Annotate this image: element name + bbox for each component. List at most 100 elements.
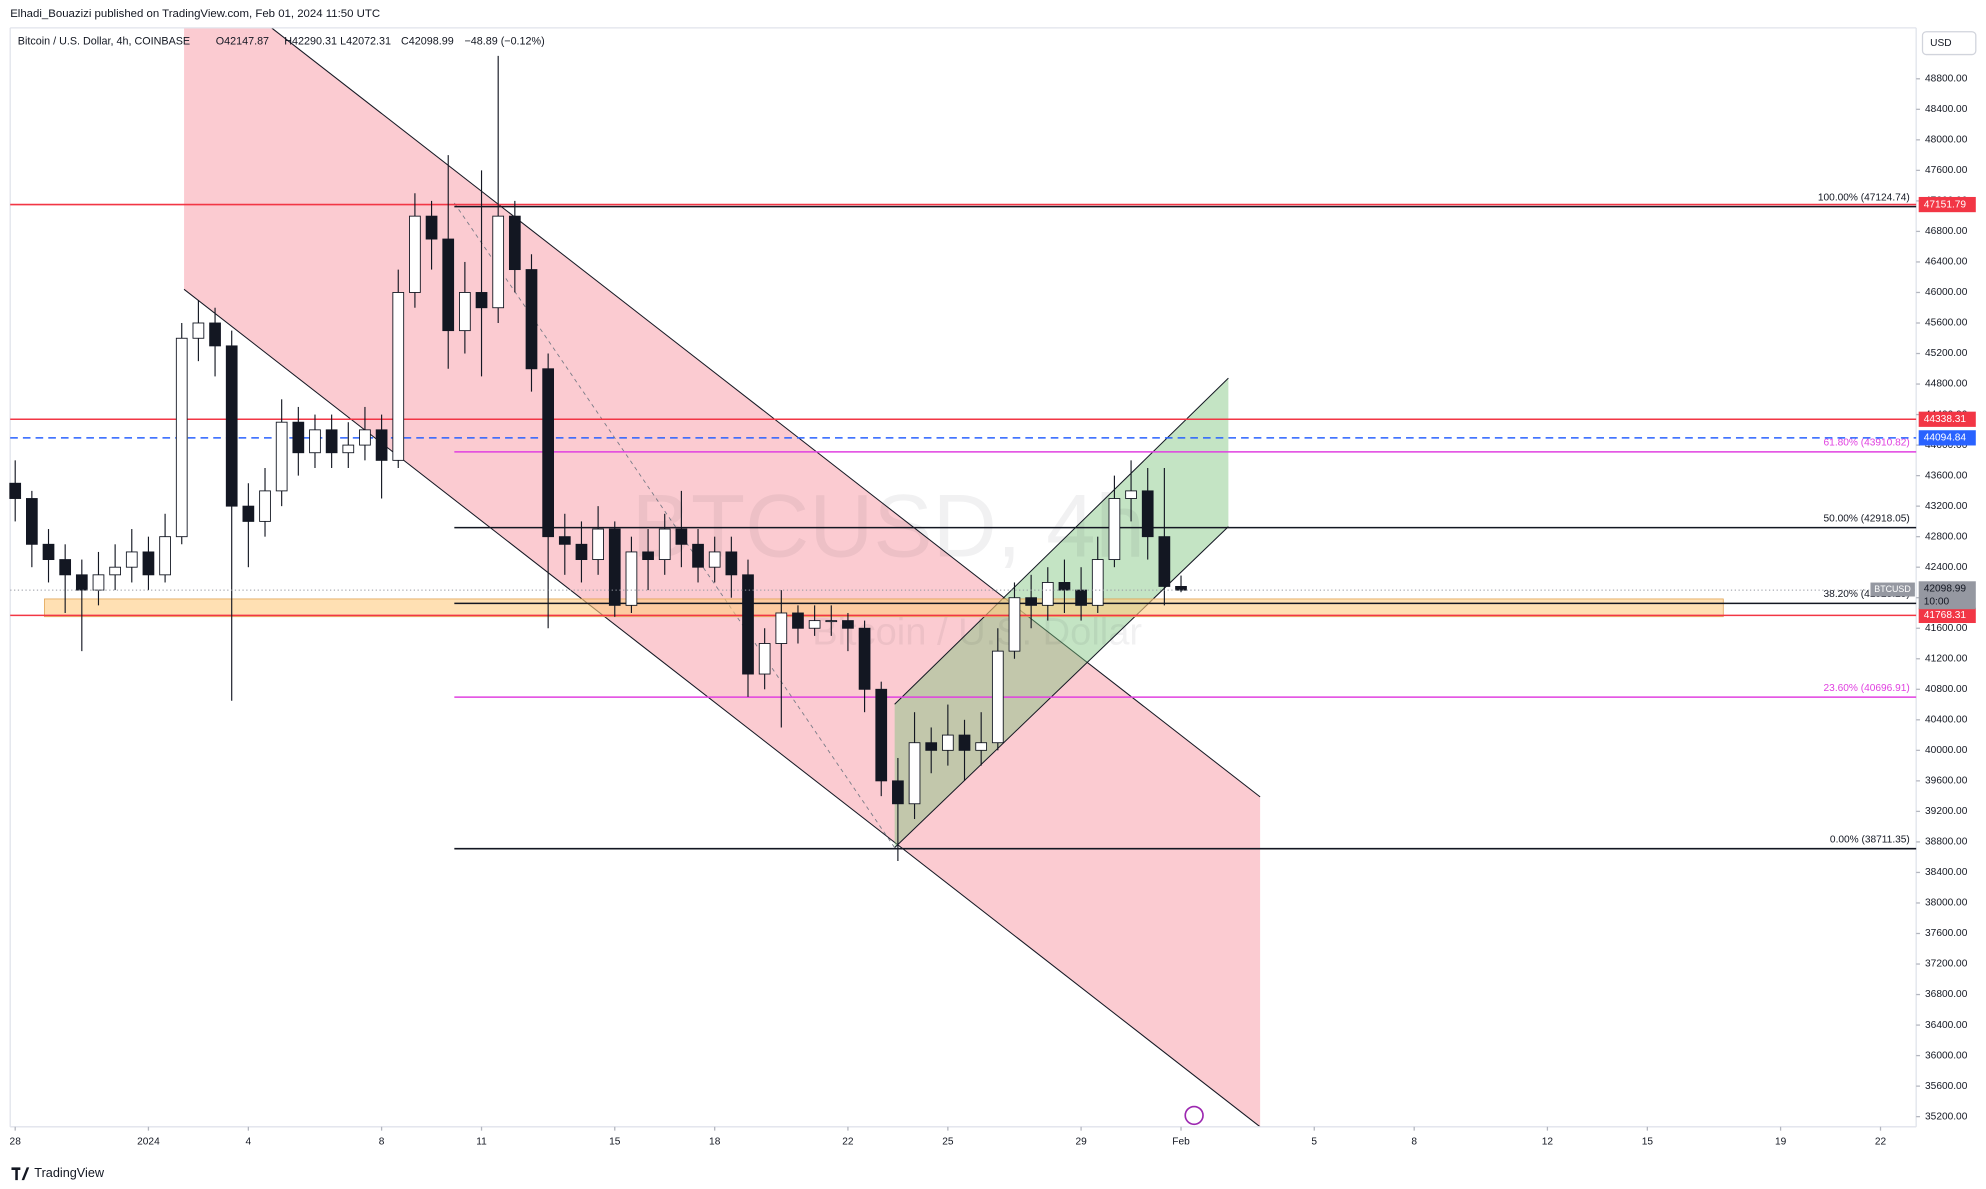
price-tag-label: 44094.84 bbox=[1924, 433, 1967, 444]
y-tick-label: 42800.00 bbox=[1925, 531, 1968, 542]
candle-body bbox=[875, 688, 888, 782]
x-tick-label: 15 bbox=[609, 1137, 621, 1148]
y-tick-label: 39600.00 bbox=[1925, 776, 1968, 787]
y-tick-label: 43600.00 bbox=[1925, 470, 1968, 481]
y-tick-label: 36800.00 bbox=[1925, 989, 1968, 1000]
fib-label: 0.00% (38711.35) bbox=[1830, 834, 1910, 845]
currency-button[interactable] bbox=[1921, 31, 1977, 56]
candle-body bbox=[542, 368, 555, 538]
x-tick-label: 19 bbox=[1775, 1137, 1787, 1148]
candle-body bbox=[525, 269, 538, 370]
candle-body bbox=[1141, 490, 1154, 538]
ohlc-high: H42290.31 bbox=[284, 36, 337, 48]
candle-body bbox=[1041, 582, 1054, 606]
candle-body bbox=[259, 490, 271, 522]
y-tick-label: 36400.00 bbox=[1925, 1020, 1968, 1031]
candle-body bbox=[775, 612, 788, 644]
last-price-time: 10:00 bbox=[1924, 596, 1950, 607]
candle-body bbox=[275, 421, 288, 492]
y-tick-label: 48400.00 bbox=[1925, 104, 1968, 115]
candle-body bbox=[125, 551, 138, 568]
candle-body bbox=[942, 734, 954, 751]
watermark: BTCUSD, 4h bbox=[632, 476, 1145, 575]
candle-body bbox=[492, 215, 505, 309]
asc-upper bbox=[894, 377, 1229, 705]
candle-body bbox=[175, 337, 188, 538]
candle-body bbox=[475, 292, 488, 309]
x-tick-label: 28 bbox=[10, 1137, 22, 1148]
logo bbox=[11, 1167, 30, 1181]
candle-body bbox=[592, 528, 604, 561]
candle-body bbox=[459, 292, 471, 332]
footer-brand: TradingView bbox=[34, 1166, 105, 1180]
candle-body bbox=[1008, 597, 1021, 652]
channel-lower bbox=[183, 288, 1261, 1128]
price-tag-label: 41768.31 bbox=[1924, 610, 1967, 621]
candle-body bbox=[991, 650, 1004, 744]
price-tag bbox=[1918, 607, 1976, 624]
y-tick-label: 48000.00 bbox=[1925, 135, 1968, 146]
y-tick-label: 38000.00 bbox=[1925, 898, 1968, 909]
candle-body bbox=[1075, 589, 1087, 606]
y-tick-label: 46000.00 bbox=[1925, 287, 1968, 298]
y-tick-label: 42400.00 bbox=[1925, 562, 1968, 573]
y-tick-label: 45600.00 bbox=[1925, 318, 1968, 329]
symbol-title: Bitcoin / U.S. Dollar, 4h, COINBASE bbox=[18, 36, 190, 48]
fib-label: 100.00% (47124.74) bbox=[1818, 192, 1910, 203]
last-price-tag bbox=[1918, 581, 1976, 610]
candle-body bbox=[558, 536, 571, 545]
candle-body bbox=[292, 421, 305, 454]
y-tick-label: 41200.00 bbox=[1925, 653, 1968, 664]
x-tick-label: 12 bbox=[1542, 1137, 1554, 1148]
candle-body bbox=[925, 742, 938, 751]
ohlc-change: −48.89 (−0.12%) bbox=[464, 36, 544, 48]
x-tick-label: Feb bbox=[1172, 1137, 1190, 1148]
y-tick-label: 35600.00 bbox=[1925, 1081, 1968, 1092]
candle-body bbox=[758, 643, 771, 675]
candle-body bbox=[42, 543, 55, 561]
candle-body bbox=[1175, 585, 1187, 591]
asc-lower bbox=[894, 526, 1229, 849]
candle-body bbox=[608, 528, 621, 606]
candle-body bbox=[159, 536, 171, 576]
symbol-tag bbox=[1870, 582, 1915, 597]
candle-body bbox=[858, 627, 871, 690]
price-tag bbox=[1918, 411, 1976, 427]
candle-body bbox=[508, 215, 521, 271]
x-tick-label: 22 bbox=[842, 1137, 854, 1148]
ohlc-low: L42072.31 bbox=[340, 36, 391, 48]
y-tick-label: 46400.00 bbox=[1925, 257, 1968, 268]
candle-body bbox=[658, 528, 671, 561]
candle-body bbox=[192, 322, 205, 339]
candle-body bbox=[692, 543, 704, 568]
candle-body bbox=[908, 742, 921, 805]
candle-body bbox=[725, 551, 738, 576]
x-tick-label: 4 bbox=[246, 1137, 252, 1148]
candle-body bbox=[375, 429, 388, 461]
fib-label: 50.00% (42918.05) bbox=[1824, 513, 1910, 524]
fib-label: 38.20% (41925.25) bbox=[1824, 589, 1910, 600]
x-tick-label: 8 bbox=[1411, 1137, 1417, 1148]
event-icon[interactable] bbox=[1184, 1105, 1204, 1126]
y-tick-label: 48800.00 bbox=[1925, 73, 1968, 84]
candle-body bbox=[625, 551, 638, 606]
candle-body bbox=[1091, 559, 1104, 606]
footer-bar bbox=[0, 1157, 1986, 1189]
x-tick-label: 2024 bbox=[137, 1137, 160, 1148]
y-tick-label: 40400.00 bbox=[1925, 715, 1968, 726]
y-tick-label: 44800.00 bbox=[1925, 379, 1968, 390]
publisher: Elhadi_Bouazizi published on TradingView… bbox=[10, 8, 380, 20]
candle-body bbox=[325, 429, 338, 454]
last-price-label: 42098.99 bbox=[1924, 584, 1967, 595]
candle-body bbox=[242, 505, 255, 522]
candle-body bbox=[792, 612, 804, 629]
y-tick-label: 37600.00 bbox=[1925, 928, 1968, 939]
candle-body bbox=[958, 734, 971, 751]
symbol-tag-label: BTCUSD bbox=[1874, 584, 1910, 594]
candle-body bbox=[808, 620, 821, 629]
x-tick-label: 5 bbox=[1311, 1137, 1317, 1148]
candle-body bbox=[209, 322, 221, 347]
y-tick-label: 46800.00 bbox=[1925, 226, 1968, 237]
